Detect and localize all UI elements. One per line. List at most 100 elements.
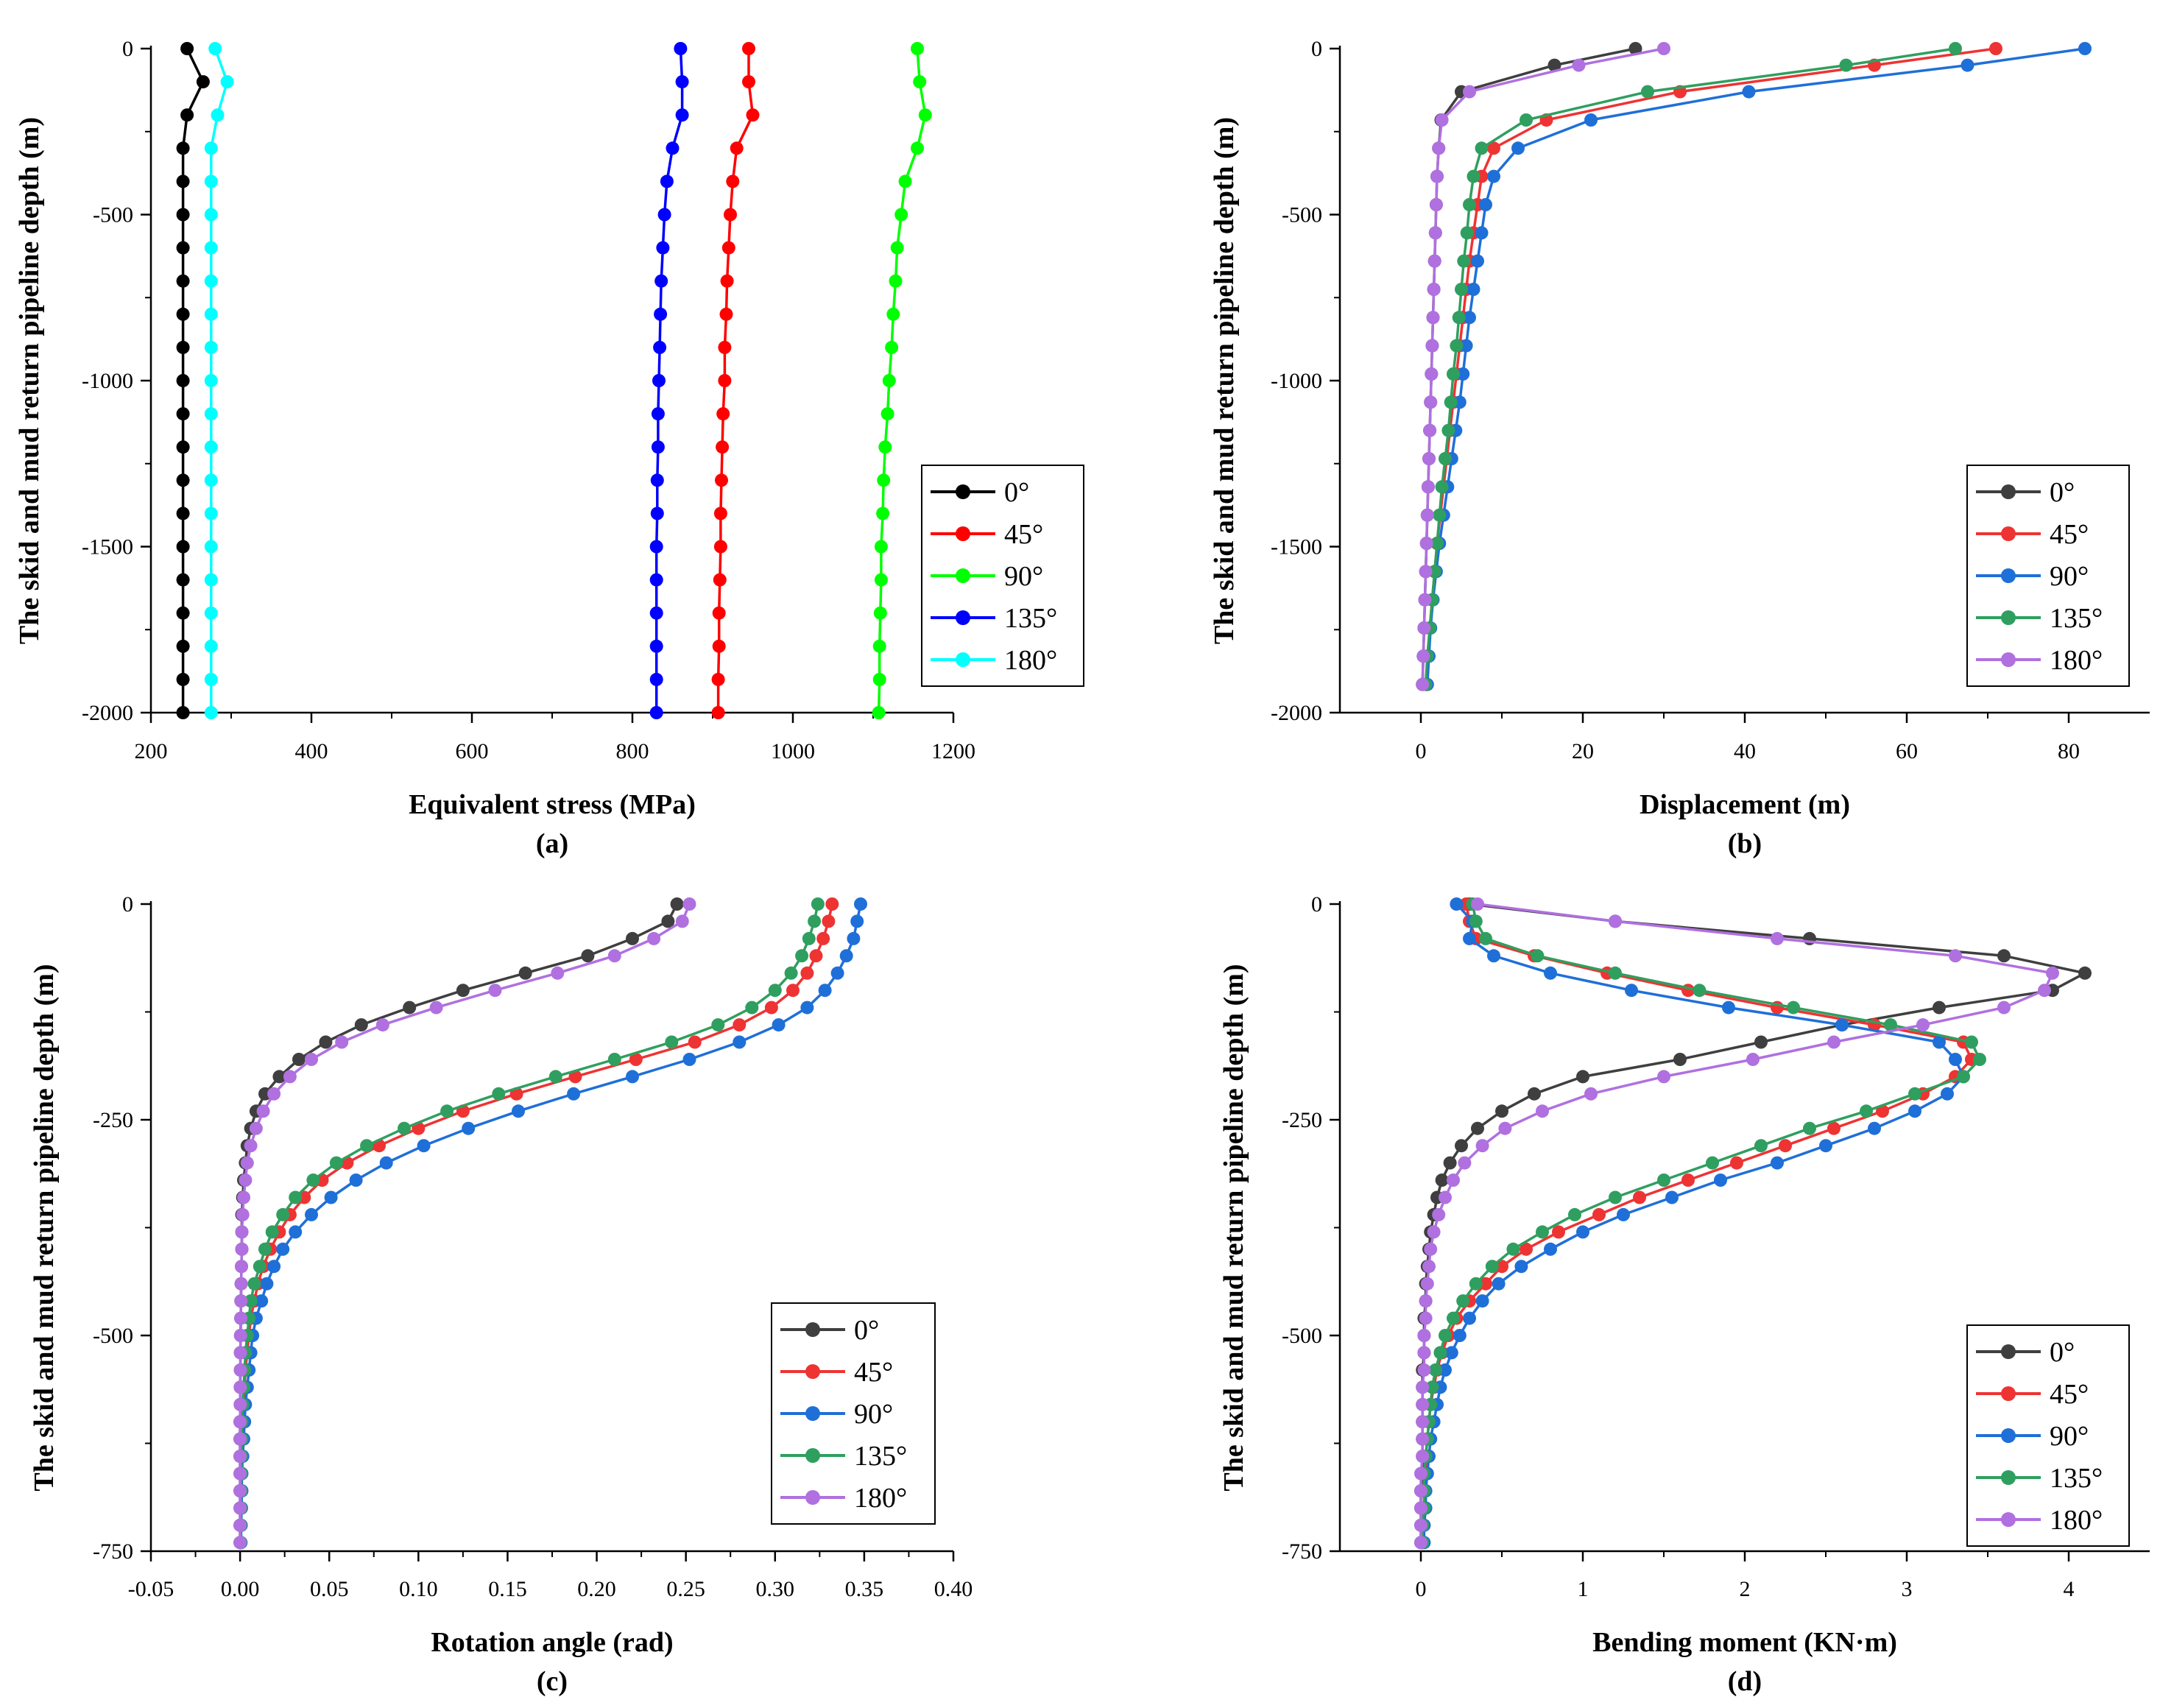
legend-swatch-marker [956, 526, 970, 541]
data-point [1439, 1190, 1452, 1204]
data-point [654, 274, 668, 288]
data-point [1819, 1139, 1832, 1153]
data-point [713, 573, 727, 587]
data-point [1949, 1053, 1962, 1066]
data-point [1657, 1174, 1670, 1187]
data-point [1423, 423, 1437, 437]
legend-swatch-marker [805, 1406, 820, 1421]
data-point [233, 1484, 247, 1497]
data-point [682, 897, 696, 911]
data-point [260, 1277, 274, 1291]
legend-label: 45° [2050, 519, 2089, 550]
data-point [894, 208, 908, 222]
data-point [1435, 1174, 1449, 1187]
x-tick-label: 2 [1740, 1577, 1751, 1601]
data-point [1681, 1174, 1695, 1187]
data-point [1746, 1053, 1760, 1066]
data-point [1547, 58, 1561, 72]
data-point [1458, 1156, 1472, 1170]
data-point [1475, 141, 1489, 155]
data-point [305, 1207, 318, 1221]
x-tick-label: 4 [2064, 1577, 2075, 1601]
legend-swatch-marker [2001, 1512, 2016, 1527]
data-point [607, 949, 621, 963]
y-axis-title: The skid and mud return pipeline depth (… [1218, 964, 1249, 1491]
data-point [649, 573, 663, 587]
legend-swatch-marker [805, 1322, 820, 1337]
y-tick-label: -1000 [82, 369, 133, 393]
legend-label: 90° [854, 1399, 893, 1430]
data-point [1469, 914, 1483, 928]
data-point [1860, 1104, 1873, 1118]
data-point [1457, 254, 1471, 268]
legend-swatch-marker [2001, 1344, 2016, 1359]
data-point [649, 706, 663, 719]
data-point [716, 407, 730, 421]
data-point [874, 540, 888, 554]
data-point [1609, 914, 1622, 928]
data-point [1447, 367, 1460, 381]
legend-swatch-marker [2001, 526, 2016, 541]
data-point [1414, 1536, 1427, 1550]
legend-label: 180° [2050, 1505, 2103, 1536]
data-point [233, 1501, 247, 1515]
series-90deg [1417, 897, 1970, 1550]
data-point [2038, 984, 2051, 998]
data-point [718, 340, 732, 354]
data-point [567, 1087, 581, 1101]
legend-label: 135° [2050, 603, 2103, 634]
series-line [1424, 47, 1956, 685]
data-point [1803, 1121, 1816, 1135]
x-tick-label: 1 [1578, 1577, 1589, 1601]
data-point [784, 966, 798, 980]
data-point [713, 507, 727, 520]
data-point [1455, 283, 1468, 296]
data-point [176, 639, 190, 653]
data-point [1463, 931, 1476, 945]
data-point [492, 1087, 506, 1101]
data-point [1428, 1363, 1442, 1377]
data-point [1416, 1432, 1430, 1446]
data-point [830, 966, 844, 980]
data-point [249, 1121, 263, 1135]
data-point [244, 1139, 258, 1153]
data-point [1633, 1190, 1646, 1204]
legend-swatch-marker [956, 652, 970, 667]
data-point [1520, 113, 1533, 127]
data-point [1416, 649, 1430, 663]
data-point [1957, 1070, 1970, 1084]
data-point [1444, 1346, 1458, 1360]
data-point [1439, 1329, 1452, 1342]
series-0deg [1416, 42, 1642, 691]
legend-label: 135° [1004, 603, 1057, 634]
x-tick-label: 80 [2058, 739, 2080, 763]
data-point [911, 42, 924, 55]
data-point [2078, 42, 2092, 55]
y-tick-label: -2000 [1271, 701, 1322, 725]
data-point [1416, 1450, 1430, 1464]
data-point [800, 1001, 814, 1014]
x-tick-label: 400 [295, 739, 328, 763]
data-point [176, 540, 190, 554]
legend: 0° 45° 90° 135° 180° [771, 1302, 936, 1525]
data-point [811, 897, 825, 911]
data-point [1425, 367, 1439, 381]
data-point [650, 473, 664, 487]
legend-label: 90° [1004, 561, 1043, 592]
data-point [1839, 58, 1853, 72]
data-point [649, 639, 663, 653]
data-point [657, 208, 671, 222]
panel-c: -0.05 0.00 0.05 0.10 0.15 0.20 0.25 0.30 0.35 0.4… [29, 892, 973, 1697]
data-point [417, 1139, 431, 1153]
series-135deg [1419, 42, 1962, 691]
data-point [746, 108, 760, 122]
x-tick-label: 1200 [931, 739, 975, 763]
x-axis-title: Equivalent stress (MPa) [409, 789, 696, 820]
data-point [204, 407, 218, 421]
data-point [1421, 480, 1435, 494]
data-point [649, 606, 663, 620]
data-point [1471, 254, 1484, 268]
data-point [1941, 1087, 1954, 1101]
data-point [204, 340, 218, 354]
data-point [204, 440, 218, 454]
